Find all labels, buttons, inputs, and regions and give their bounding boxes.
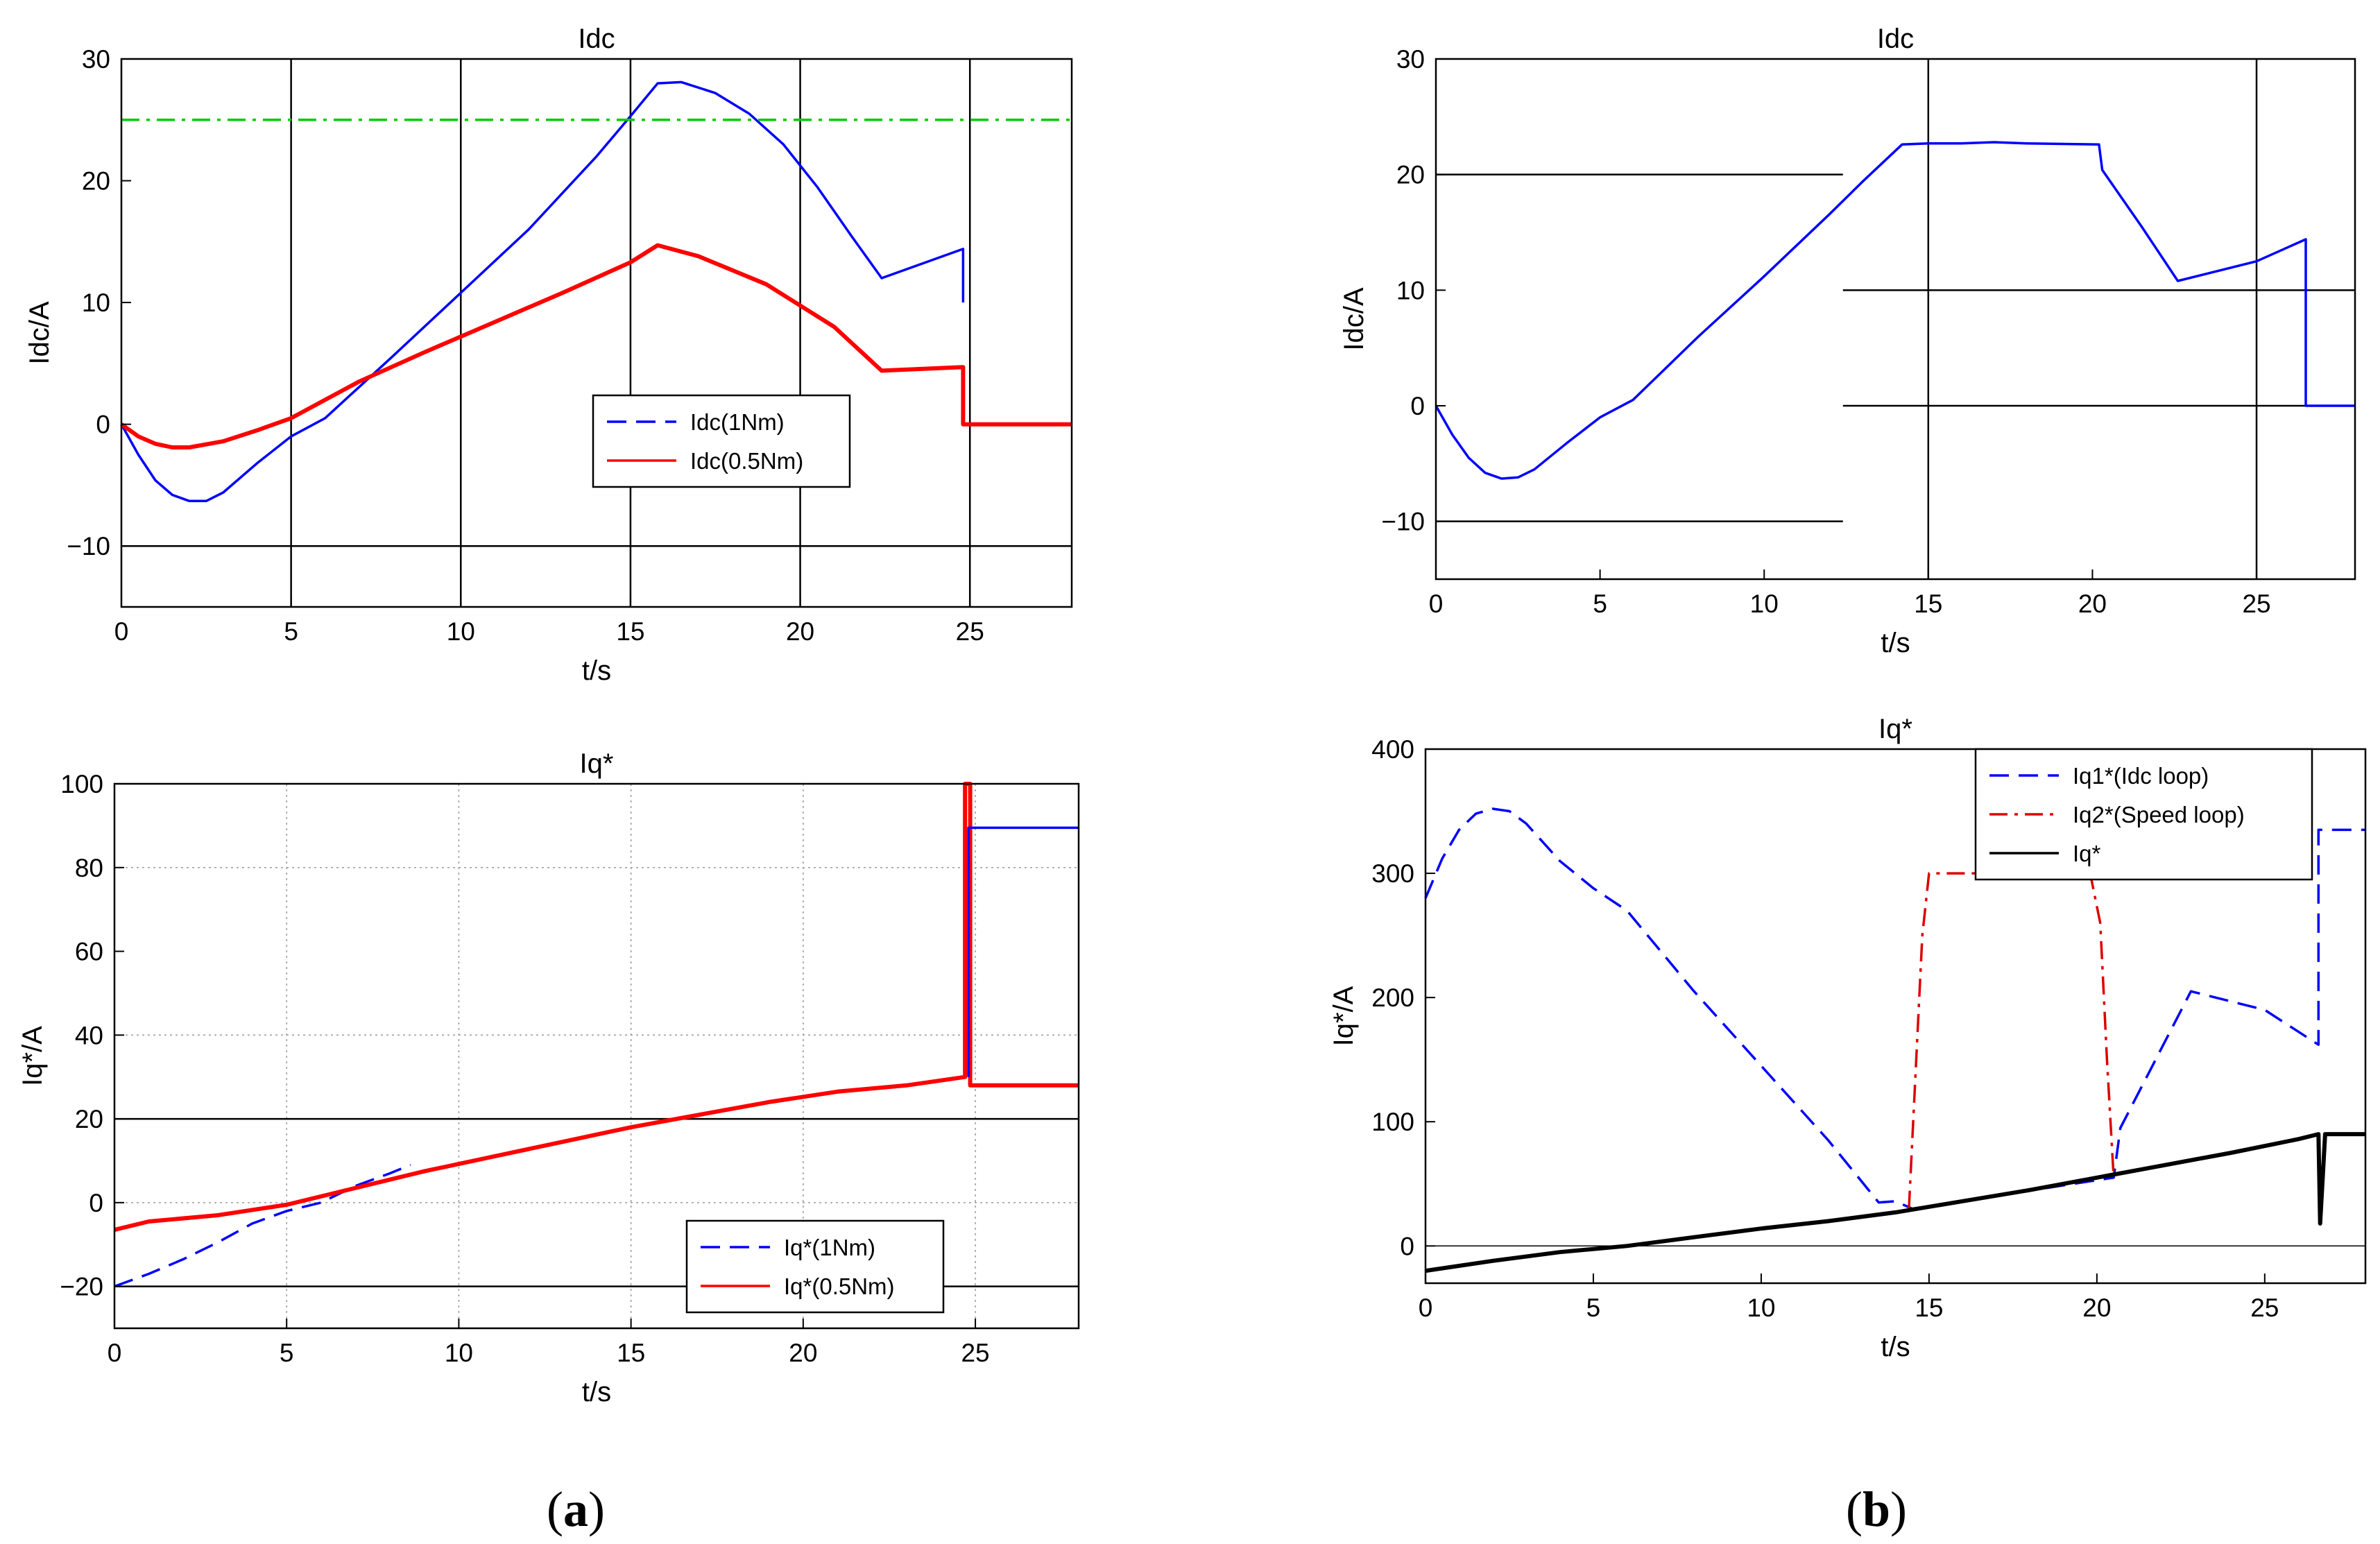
y-tick-label: 60 [75,938,103,966]
x-axis-label: t/s [582,655,611,686]
legend: Iq*(1Nm) Iq*(0.5Nm) [685,1219,945,1314]
series-line [967,826,1079,1077]
y-tick-label: 20 [1396,161,1425,189]
y-tick-label: 400 [1371,735,1414,764]
y-axis-label: Iq*/A [17,1026,48,1086]
y-tick-label: 200 [1371,984,1414,1012]
x-tick-label: 15 [1914,590,1942,618]
y-tick-label: −20 [60,1273,103,1301]
x-tick-label: 10 [445,1339,473,1367]
legend-label: Iq*(0.5Nm) [784,1273,895,1299]
y-axis-label: Idc/A [24,301,55,364]
y-tick-label: 80 [75,854,103,882]
series-line [1424,807,2365,1210]
x-tick-label: 0 [1429,590,1444,618]
panel-letter: b [1863,1482,1890,1537]
x-tick-label: 20 [2082,1294,2111,1322]
chart-title: Iq* [1878,714,1912,744]
x-axis-label: t/s [1881,1332,1910,1362]
series-line [120,80,965,503]
series-line [1435,141,2355,480]
x-tick-label: 15 [617,1339,645,1367]
series-line [1908,872,2115,1209]
series-line [1425,1132,2365,1273]
y-tick-label: 300 [1371,859,1414,888]
y-axis-label: Iq*/A [1328,986,1359,1046]
y-tick-label: 10 [82,289,110,317]
y-tick-label: 20 [82,167,110,196]
x-tick-label: 25 [956,617,984,646]
plot-frame [1424,748,2367,1285]
plot-frame [120,58,1073,608]
chart-title: Iq* [580,748,614,779]
chart-title: Idc [578,24,615,54]
x-axis-label: t/s [1881,628,1910,658]
y-tick-label: 20 [75,1105,103,1133]
x-tick-label: 0 [1419,1294,1433,1322]
y-tick-label: 40 [75,1021,103,1049]
y-tick-label: −10 [67,532,110,560]
legend-label: Iq2*(Speed loop) [2073,802,2245,827]
y-tick-label: 0 [1400,1232,1414,1260]
y-tick-label: 0 [89,1189,103,1217]
plot-frame [113,782,1080,1330]
y-tick-label: 100 [1371,1108,1414,1136]
y-tick-label: 0 [96,411,110,439]
chart-title: Idc [1877,24,1914,54]
x-tick-label: 20 [789,1339,817,1367]
y-tick-label: 100 [60,770,103,798]
y-tick-label: 10 [1396,276,1425,304]
x-tick-label: 5 [284,617,298,646]
legend: Idc(1Nm) Idc(0.5Nm) [592,394,851,488]
y-tick-label: 30 [1396,45,1425,74]
y-tick-label: −10 [1381,508,1425,536]
plot-frame [1435,58,2356,581]
chart-b-top: 0 5 10 15 20 25 −10 0 10 20 30 Idc t/s Idc/A [1339,24,2356,658]
x-tick-label: 10 [1750,590,1779,618]
panel-caption: (a) [547,1482,605,1537]
chart-a-bottom: 0 5 10 15 20 25 −20 0 20 40 60 80 100 Iq* t/s Iq*/A [17,748,1080,1407]
x-tick-label: 0 [108,1339,122,1367]
x-tick-label: 0 [114,617,129,646]
x-tick-label: 15 [616,617,644,646]
x-tick-label: 20 [786,617,814,646]
x-tick-label: 5 [1586,1294,1601,1322]
x-tick-label: 5 [1593,590,1607,618]
legend-label: Iq*(1Nm) [784,1235,875,1260]
panel-caption: (b) [1846,1482,1907,1537]
x-tick-label: 15 [1915,1294,1943,1322]
x-tick-label: 25 [961,1339,989,1367]
series-line [120,243,1072,449]
panel-letter: a [563,1482,588,1537]
y-tick-label: 30 [82,45,110,74]
x-axis-label: t/s [582,1377,611,1407]
legend: Iq1*(Idc loop) Iq2*(Speed loop) Iq* [1974,748,2313,881]
legend-label: Idc(1Nm) [690,409,785,435]
legend-box [592,394,851,488]
legend-box [685,1219,945,1314]
chart-b-bottom: 0 5 10 15 20 25 0 100 200 300 400 Iq* t/s Iq*/A [1328,714,2367,1362]
x-tick-label: 20 [2078,590,2107,618]
legend-label: Iq1*(Idc loop) [2073,763,2209,789]
legend-label: Iq* [2073,841,2101,866]
x-tick-label: 10 [447,617,475,646]
x-tick-label: 10 [1747,1294,1775,1322]
x-tick-label: 25 [2250,1294,2279,1322]
y-axis-label: Idc/A [1339,287,1369,350]
chart-a-top: 0 5 10 15 20 25 −10 0 10 20 30 Idc t/s Idc/A [24,24,1073,686]
series-line [114,1163,411,1288]
legend-label: Idc(0.5Nm) [690,448,803,474]
series-line [114,782,1079,1233]
x-tick-label: 5 [280,1339,294,1367]
y-tick-label: 0 [1410,392,1425,420]
x-tick-label: 25 [2242,590,2270,618]
